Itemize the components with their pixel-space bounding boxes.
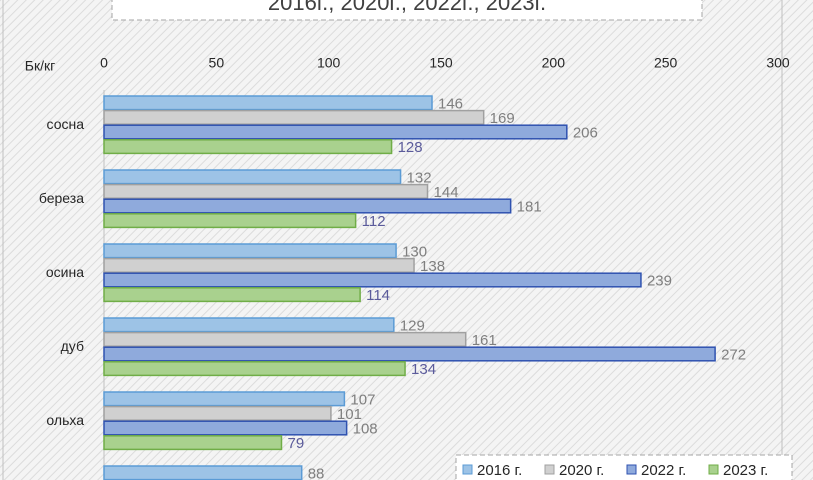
y-tick-label: ольха [46,412,84,428]
legend-box [455,454,793,480]
x-tick-label: 100 [317,55,341,71]
value-label: 130 [402,243,427,260]
x-tick-label: 300 [766,55,790,71]
title-box [111,0,703,21]
value-label: 112 [362,213,386,230]
x-tick-label: 250 [654,55,678,71]
value-label: 138 [420,258,445,275]
x-tick-label: 0 [100,55,108,71]
value-label: 239 [647,272,672,289]
bar [103,213,357,229]
value-label: 129 [400,317,425,334]
y-tick-label: дуб [61,338,84,354]
bar [103,317,395,333]
bar [103,420,348,436]
bar [103,287,361,303]
bar [103,243,397,259]
x-tick-label: 50 [209,55,225,71]
bar [103,169,402,185]
value-label: 134 [411,361,436,378]
value-label: 144 [434,184,459,201]
bar [103,124,568,140]
y-tick-label: осина [46,264,84,280]
bar [103,465,303,480]
value-label: 181 [517,198,542,215]
chart-title: 2016г., 2020г., 2022г., 2023г. [268,0,546,15]
value-label: 108 [353,420,378,437]
value-label: 272 [721,346,746,363]
legend-label: 2020 г. [559,462,604,479]
bar [103,331,467,347]
value-label: 101 [337,406,362,423]
value-label: 206 [573,124,598,141]
bar [103,257,415,273]
legend-swatch [626,464,637,475]
legend-label: 2016 г. [477,462,522,479]
legend-label: 2023 г. [723,462,768,479]
bar [103,272,642,288]
value-label: 161 [472,332,497,349]
value-label: 132 [407,169,432,186]
y-tick-label: сосна [47,116,85,132]
bar [103,405,332,421]
value-label: 169 [490,110,515,127]
y-tick-label: береза [39,190,84,206]
legend-swatch [708,464,719,475]
bar [103,361,406,377]
legend-label: 2022 г. [641,462,686,479]
value-label: 88 [308,465,325,480]
axis-unit-label: Бк/кг [25,58,55,74]
value-label: 79 [287,435,304,452]
legend-swatch [544,464,555,475]
x-tick-label: 200 [542,55,566,71]
bar [103,183,429,199]
bar [103,198,512,214]
legend-swatch [462,464,473,475]
bar [103,95,433,111]
value-label: 146 [438,95,463,112]
bar [103,435,283,451]
value-label: 114 [366,287,390,304]
value-label: 107 [350,391,375,408]
bar [103,346,716,362]
value-label: 128 [398,139,423,156]
x-tick-label: 150 [429,55,453,71]
bar [103,109,485,125]
bar [103,391,346,407]
bar [103,139,393,155]
